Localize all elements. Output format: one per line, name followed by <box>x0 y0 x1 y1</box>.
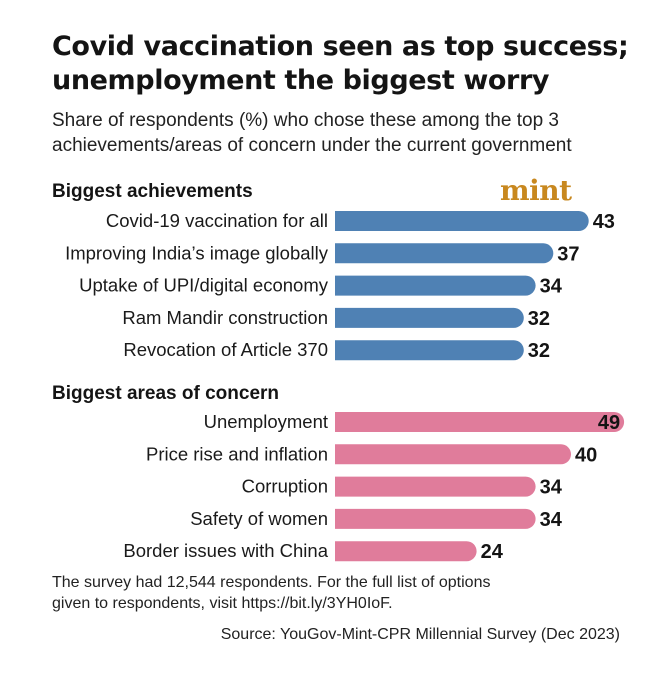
achievement-bar <box>335 275 536 296</box>
achievement-category-label: Ram Mandir construction <box>122 307 328 328</box>
concern-bar <box>335 508 536 529</box>
footnote: The survey had 12,544 respondents. For t… <box>52 572 612 614</box>
concern-category-label: Safety of women <box>190 508 328 529</box>
concern-category-label: Border issues with China <box>123 540 328 561</box>
concern-value-label: 49 <box>598 412 620 434</box>
title-line-1: Covid vaccination seen as top success; <box>52 31 629 62</box>
achievement-value-label: 37 <box>557 243 579 265</box>
achievement-bar <box>335 211 589 231</box>
chart-title: Covid vaccination seen as top success; u… <box>52 30 652 98</box>
mint-logo: mint <box>500 174 572 207</box>
subtitle-line-1: Share of respondents (%) who chose these… <box>52 110 559 131</box>
concern-value-label: 40 <box>575 444 597 466</box>
title-line-2: unemployment the biggest worry <box>52 65 550 96</box>
source-note: Source: YouGov-Mint-CPR Millennial Surve… <box>220 626 620 643</box>
concern-value-label: 24 <box>481 541 504 563</box>
concern-bar <box>335 412 625 432</box>
achievement-value-label: 32 <box>528 340 550 362</box>
section-heading-concerns: Biggest areas of concern <box>52 383 280 404</box>
concern-category-label: Corruption <box>242 476 328 497</box>
achievement-category-label: Revocation of Article 370 <box>123 339 328 360</box>
concern-bar <box>335 476 536 497</box>
achievement-value-label: 34 <box>540 276 563 298</box>
concern-bar <box>335 444 571 465</box>
concern-bar <box>335 541 477 562</box>
achievement-category-label: Uptake of UPI/digital economy <box>79 275 329 296</box>
footnote-line-2: given to respondents, visit https://bit.… <box>52 595 393 612</box>
subtitle-line-2: achievements/areas of concern under the … <box>52 135 572 156</box>
achievement-bar <box>335 243 554 264</box>
footnote-line-1: The survey had 12,544 respondents. For t… <box>52 574 491 591</box>
concern-value-label: 34 <box>540 477 563 499</box>
achievement-category-label: Improving India’s image globally <box>65 242 329 263</box>
achievement-bar <box>335 307 524 328</box>
concern-value-label: 34 <box>540 509 563 531</box>
concern-category-label: Price rise and inflation <box>146 443 328 464</box>
achievement-value-label: 32 <box>528 308 550 330</box>
concern-category-label: Unemployment <box>204 411 328 432</box>
achievement-value-label: 43 <box>593 211 615 233</box>
section-heading-achievements: Biggest achievements <box>52 181 253 202</box>
achievement-category-label: Covid-19 vaccination for all <box>106 210 328 231</box>
chart-subtitle: Share of respondents (%) who chose these… <box>52 108 652 158</box>
achievement-bar <box>335 340 524 361</box>
